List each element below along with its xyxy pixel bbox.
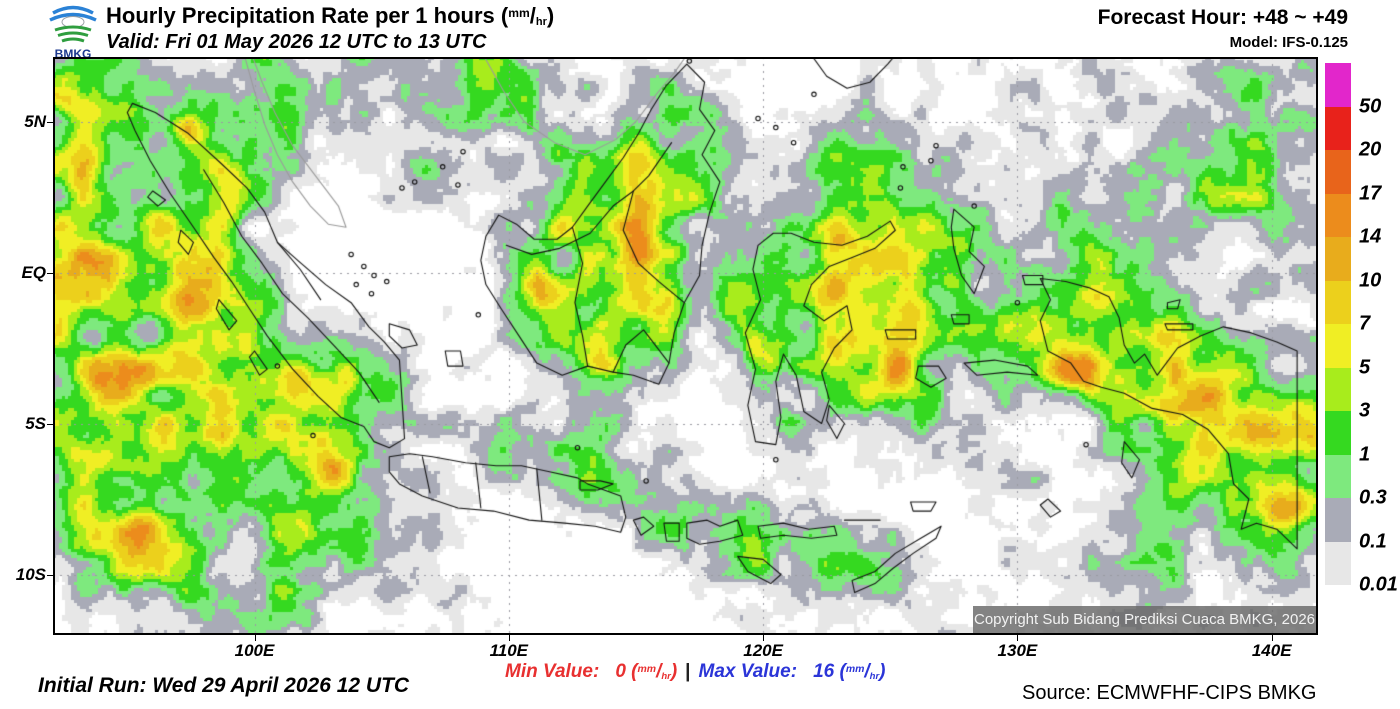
forecast-hour-label: Forecast Hour: +48 ~ +49 bbox=[1097, 6, 1348, 29]
legend-label: 0.3 bbox=[1359, 486, 1387, 509]
unit-sub: hr bbox=[535, 16, 547, 29]
x-tick-mark bbox=[1271, 635, 1273, 641]
legend-segment bbox=[1325, 106, 1351, 150]
y-tick-label: 5N bbox=[24, 111, 46, 131]
unit-sup: mm bbox=[508, 5, 530, 20]
legend-segment bbox=[1325, 193, 1351, 237]
legend-label: 0.1 bbox=[1359, 530, 1387, 552]
source-label: Source: ECMWFHF-CIPS BMKG bbox=[1022, 682, 1317, 704]
page-title: Hourly Precipitation Rate per 1 hours (m… bbox=[106, 3, 555, 29]
legend-label: 0.01 bbox=[1359, 573, 1398, 596]
x-tick-label: 110E bbox=[489, 641, 529, 660]
legend-segment bbox=[1325, 280, 1351, 324]
legend-segment bbox=[1325, 367, 1351, 411]
legend-label: 7 bbox=[1359, 312, 1371, 335]
legend-label: 3 bbox=[1359, 399, 1371, 422]
separator: | bbox=[685, 661, 691, 682]
x-tick-label: 120E bbox=[743, 641, 783, 660]
legend-label: 14 bbox=[1359, 225, 1382, 248]
max-value: 16 bbox=[813, 661, 835, 682]
bmkg-logo-icon bbox=[49, 5, 97, 43]
model-label: Model: IFS-0.125 bbox=[1229, 34, 1348, 51]
y-tick-mark bbox=[47, 574, 53, 576]
initial-run-label: Initial Run: Wed 29 April 2026 12 UTC bbox=[38, 674, 410, 697]
legend-label: 1 bbox=[1359, 443, 1371, 465]
x-tick-mark bbox=[1017, 635, 1019, 641]
min-value-label: Min Value: 0 (mm/hr) bbox=[505, 661, 678, 682]
y-tick-mark bbox=[47, 423, 53, 425]
legend-segment bbox=[1325, 411, 1351, 455]
max-value-label: Max Value: 16 (mm/hr) bbox=[698, 661, 886, 682]
valid-period-label: Valid: Fri 01 May 2026 12 UTC to 13 UTC bbox=[106, 31, 487, 53]
legend-segment bbox=[1325, 454, 1351, 498]
copyright-notice: Copyright Sub Bidang Prediksi Cuaca BMKG… bbox=[973, 606, 1316, 633]
x-tick-label: 100E bbox=[234, 641, 275, 660]
y-tick-label: EQ bbox=[21, 262, 46, 282]
x-tick-mark bbox=[508, 635, 510, 641]
legend-label: 50 bbox=[1359, 95, 1382, 117]
color-scale-legend: 50 20 17 14 10 7 5 3 1 0.3 0.1 0.01 bbox=[1325, 63, 1400, 596]
y-tick-mark bbox=[47, 272, 53, 274]
map-plot-area: Copyright Sub Bidang Prediksi Cuaca BMKG… bbox=[53, 57, 1318, 635]
y-tick-label: 5S bbox=[25, 413, 46, 433]
y-tick-label: 10S bbox=[15, 564, 46, 584]
legend-segment bbox=[1325, 237, 1351, 281]
legend-segment bbox=[1325, 150, 1351, 194]
x-tick-mark bbox=[254, 635, 256, 641]
precipitation-map-canvas bbox=[53, 57, 1318, 635]
legend-label: 20 bbox=[1359, 138, 1382, 161]
x-tick-label: 130E bbox=[997, 641, 1038, 660]
bmkg-logo: BMKG bbox=[44, 1, 102, 61]
minmax-values: Min Value: 0 (mm/hr) | Max Value: 16 (mm/hr) bbox=[505, 661, 885, 683]
legend-label: 5 bbox=[1359, 356, 1371, 378]
x-tick-mark bbox=[763, 635, 765, 641]
y-tick-mark bbox=[47, 121, 53, 123]
legend-segment bbox=[1325, 541, 1351, 585]
legend-segment bbox=[1325, 63, 1351, 107]
legend-segment bbox=[1325, 324, 1351, 368]
legend-segment bbox=[1325, 498, 1351, 542]
min-value: 0 bbox=[615, 661, 626, 682]
legend-label: 17 bbox=[1359, 182, 1382, 204]
legend-label: 10 bbox=[1359, 269, 1382, 291]
x-tick-label: 140E bbox=[1251, 641, 1292, 660]
